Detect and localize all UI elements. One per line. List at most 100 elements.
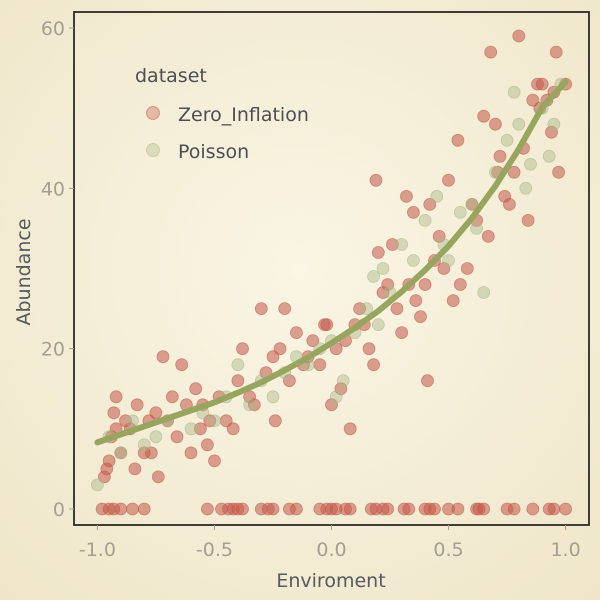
data-point [406, 205, 420, 219]
data-point [343, 422, 357, 436]
data-point [470, 221, 484, 235]
data-point [149, 406, 163, 420]
data-point [151, 470, 165, 484]
data-point [208, 454, 221, 468]
legend-label-poisson: Poisson [178, 141, 249, 163]
data-point [313, 358, 327, 372]
data-point [175, 358, 189, 372]
data-point [460, 262, 474, 275]
data-point [535, 77, 549, 91]
data-point [208, 414, 221, 428]
data-point [266, 350, 280, 364]
data-point [144, 446, 158, 460]
data-point [376, 262, 390, 275]
y-tick-label: 60 [41, 18, 65, 40]
x-tick-label: -1.0 [79, 539, 116, 561]
data-point [519, 181, 533, 195]
data-point [184, 422, 198, 436]
data-point [481, 229, 495, 243]
y-tick-label: 40 [41, 178, 65, 200]
trend-line [94, 78, 569, 446]
data-point [453, 205, 467, 219]
data-point [266, 390, 280, 404]
data-point [226, 422, 240, 436]
data-point [437, 262, 451, 275]
data-point [353, 302, 367, 316]
data-point [336, 374, 350, 388]
data-point [442, 254, 455, 267]
data-point [507, 85, 521, 99]
data-point [114, 446, 128, 460]
data-point [102, 454, 116, 468]
data-point [421, 374, 434, 388]
legend-key-zero-inflation [146, 106, 160, 120]
data-point [329, 390, 343, 404]
data-point [107, 406, 121, 420]
data-point [406, 254, 420, 267]
data-point [451, 502, 465, 516]
data-point [442, 173, 455, 187]
data-point [414, 310, 427, 324]
data-point [254, 302, 268, 316]
data-point [477, 109, 491, 123]
data-point [423, 197, 437, 211]
data-point [369, 173, 383, 187]
x-tick-label: 0.0 [316, 539, 346, 561]
data-point [91, 478, 104, 492]
data-point [200, 502, 214, 516]
data-point [334, 382, 348, 396]
data-point [243, 398, 257, 412]
data-point [418, 213, 432, 227]
y-axis-title: Abundance [13, 218, 35, 325]
data-point [493, 149, 507, 163]
data-point [545, 125, 558, 139]
data-point [547, 502, 561, 516]
data-point [390, 302, 404, 316]
data-point [428, 502, 441, 516]
data-point [453, 278, 467, 291]
data-point [385, 238, 399, 251]
data-point [371, 246, 385, 259]
data-point [418, 278, 432, 291]
data-point [451, 133, 465, 147]
data-point [289, 502, 303, 516]
legend-label-zero-inflation: Zero_Inflation [178, 104, 309, 126]
data-point [266, 502, 280, 516]
data-point [278, 302, 292, 316]
data-point [128, 462, 142, 476]
data-point [130, 398, 144, 412]
data-point [156, 350, 170, 364]
y-tick-label: 20 [41, 339, 65, 361]
data-point [552, 165, 565, 179]
data-point [165, 390, 179, 404]
data-point [109, 390, 123, 404]
data-point [367, 270, 381, 283]
data-point [289, 326, 303, 340]
data-point [189, 382, 203, 396]
data-point [500, 133, 514, 147]
data-point [306, 334, 320, 348]
trend-layer [94, 78, 569, 446]
data-point [231, 358, 245, 372]
data-point [488, 117, 502, 131]
x-tick-label: -0.5 [196, 539, 233, 561]
data-point [320, 318, 334, 332]
data-point [526, 93, 540, 107]
data-point [547, 117, 561, 131]
data-point [170, 430, 184, 444]
data-point [432, 229, 446, 243]
legend-title: dataset [135, 65, 207, 87]
data-point [526, 502, 540, 516]
data-point [200, 438, 214, 452]
data-point [367, 358, 381, 372]
data-point [193, 422, 207, 436]
data-point [512, 117, 526, 131]
data-point [268, 414, 282, 428]
data-point [465, 197, 479, 211]
data-point [559, 502, 572, 516]
data-point [446, 294, 460, 308]
data-point [409, 294, 423, 308]
data-point [273, 342, 287, 356]
